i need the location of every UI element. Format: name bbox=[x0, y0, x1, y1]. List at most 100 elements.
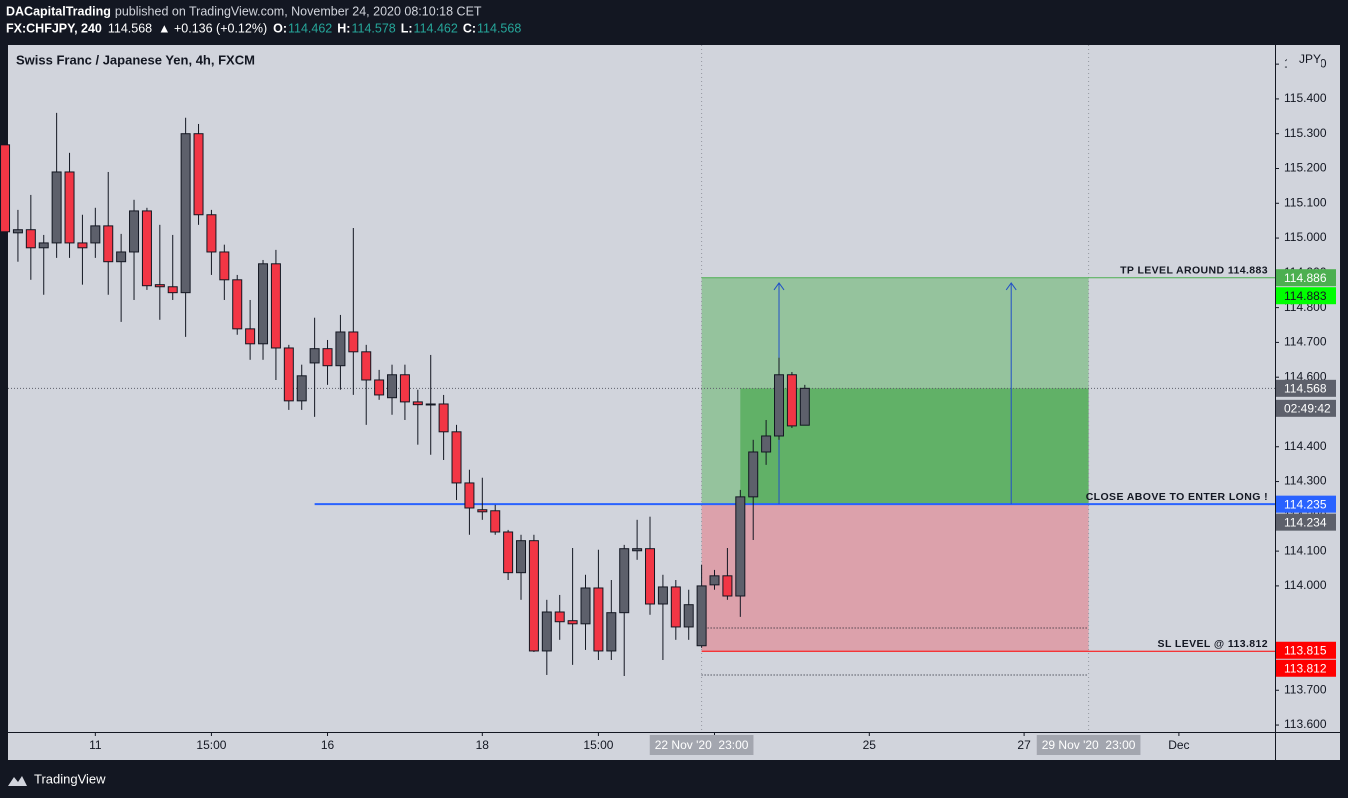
chart-area bbox=[8, 45, 1340, 760]
candle-body bbox=[606, 612, 617, 652]
published: published on TradingView.com, November 2… bbox=[115, 4, 482, 18]
y-tick-label: 115.400 bbox=[1284, 91, 1327, 105]
candle-body bbox=[774, 374, 785, 437]
candle-body bbox=[0, 144, 11, 233]
ohlc-value: 114.462 bbox=[288, 21, 332, 35]
price-label-box bbox=[1276, 269, 1336, 287]
x-tick-label: 25 bbox=[863, 738, 877, 752]
candle-body bbox=[477, 509, 488, 513]
ohlc-key: L: bbox=[401, 21, 413, 35]
y-unit: JPY bbox=[1299, 52, 1321, 66]
last-price: 114.568 bbox=[108, 21, 152, 35]
candle-body bbox=[799, 387, 810, 426]
candle-body bbox=[193, 133, 204, 216]
open-profit bbox=[740, 388, 1089, 505]
y-tick-label: 115.000 bbox=[1284, 230, 1327, 244]
candle-body bbox=[657, 586, 668, 605]
candle-body bbox=[399, 374, 410, 403]
y-tick-label: 114.100 bbox=[1284, 543, 1327, 557]
candle-body bbox=[516, 540, 527, 574]
x-tick-label: 18 bbox=[476, 738, 490, 752]
ohlc-value: 114.568 bbox=[477, 21, 521, 35]
candle-body bbox=[722, 575, 733, 597]
candle-body bbox=[206, 214, 217, 253]
candle-body bbox=[619, 548, 630, 614]
price-label-box bbox=[1276, 659, 1336, 677]
x-tick-label: 27 bbox=[1017, 738, 1031, 752]
y-tick-label: 114.300 bbox=[1284, 474, 1327, 488]
y-tick-label: 113.600 bbox=[1284, 717, 1327, 731]
y-tick-label: 114.400 bbox=[1284, 439, 1327, 453]
candle-body bbox=[786, 374, 797, 427]
arrow-head bbox=[1005, 282, 1017, 291]
author: DACapitalTrading bbox=[6, 4, 111, 18]
candle-body bbox=[425, 403, 436, 406]
candle-body bbox=[154, 284, 165, 288]
annotation: TP LEVEL AROUND 114.883 bbox=[1120, 264, 1268, 276]
arrow-head bbox=[773, 282, 785, 291]
annotation: SL LEVEL @ 113.812 bbox=[1158, 638, 1268, 650]
x-tick-label: Dec bbox=[1168, 738, 1189, 752]
candle-body bbox=[77, 242, 88, 249]
y-tick-label: 113.700 bbox=[1284, 682, 1327, 696]
countdown-box bbox=[1276, 399, 1336, 417]
ohlc-key: C: bbox=[463, 21, 476, 35]
x-tick-label: 16 bbox=[321, 738, 335, 752]
y-tick-label: 114.000 bbox=[1284, 578, 1327, 592]
ohlc-key: H: bbox=[337, 21, 350, 35]
candle-body bbox=[232, 279, 243, 330]
candle-body bbox=[541, 611, 552, 652]
candle-body bbox=[503, 531, 514, 574]
price-label: 113.815 bbox=[1284, 643, 1327, 657]
candle-body bbox=[593, 587, 604, 652]
price-label: 114.568 bbox=[1284, 381, 1327, 395]
candle-body bbox=[64, 171, 75, 244]
candle-body bbox=[748, 451, 759, 498]
candle-body bbox=[25, 229, 36, 249]
candle-body bbox=[490, 510, 501, 533]
candle-body bbox=[90, 225, 101, 244]
loss-zone bbox=[701, 504, 1089, 652]
candle-body bbox=[580, 587, 591, 625]
y-tick-label: 115.100 bbox=[1284, 195, 1327, 209]
range-tick-box bbox=[649, 735, 754, 755]
price-label: 114.234 bbox=[1284, 515, 1327, 529]
symbol: FX:CHFJPY, 240 bbox=[6, 21, 102, 35]
price-label-box bbox=[1276, 641, 1336, 659]
logo-icon bbox=[8, 776, 27, 786]
candle-body bbox=[322, 348, 333, 367]
price-label-box bbox=[1276, 379, 1336, 397]
unit-box bbox=[1287, 50, 1321, 68]
candle-body bbox=[761, 435, 772, 453]
candle-body bbox=[12, 229, 23, 234]
x-tick-label: 11 bbox=[89, 738, 102, 752]
candle-body bbox=[735, 496, 746, 597]
candle-body bbox=[51, 171, 62, 244]
candle-body bbox=[167, 286, 178, 294]
countdown: 02:49:42 bbox=[1284, 401, 1331, 415]
candle-body bbox=[374, 379, 385, 396]
candle-body bbox=[451, 431, 462, 484]
price-label: 114.883 bbox=[1284, 289, 1327, 303]
price-label-box bbox=[1276, 513, 1336, 531]
candle-body bbox=[103, 225, 114, 263]
candle-body bbox=[309, 348, 320, 364]
drawings bbox=[8, 45, 1275, 732]
change: ▲ +0.136 (+0.12%) bbox=[158, 21, 267, 35]
candle-body bbox=[696, 585, 707, 647]
candle-body bbox=[348, 331, 359, 353]
candle-body bbox=[245, 328, 256, 345]
price-label-box bbox=[1276, 495, 1336, 513]
candle-body bbox=[528, 540, 539, 652]
candle-body bbox=[38, 242, 49, 249]
candle-body bbox=[632, 548, 643, 552]
candle-body bbox=[129, 210, 140, 253]
candle-body bbox=[116, 251, 127, 263]
range-tick-label: 22 Nov '20 23:00 bbox=[655, 738, 749, 752]
candle-body bbox=[387, 374, 398, 399]
candles bbox=[0, 112, 810, 676]
candle-body bbox=[670, 586, 681, 628]
y-tick-label: 115.200 bbox=[1284, 161, 1327, 175]
